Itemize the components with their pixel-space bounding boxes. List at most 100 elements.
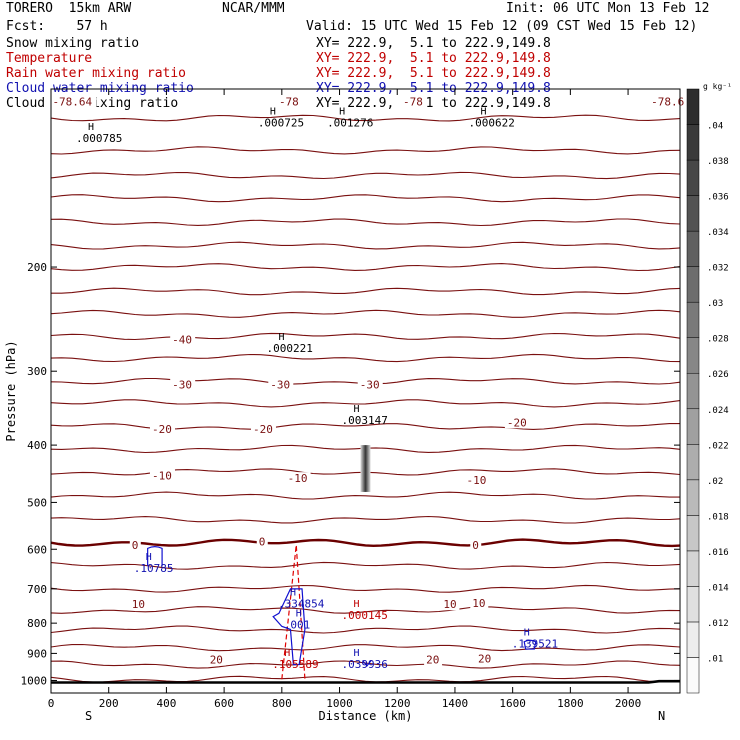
isotherm-line	[50, 194, 681, 203]
legend-rain-xy: XY= 222.9, 5.1 to 222.9,149.8	[316, 66, 551, 81]
cloud-water-contour	[523, 639, 537, 650]
x-tick-label: 800	[272, 697, 292, 710]
colorbar-tick-label: .028	[707, 335, 729, 345]
isotherm-line	[50, 218, 681, 227]
colorbar-tick-label: .01	[707, 654, 723, 664]
isotherm-label-bg	[149, 423, 175, 436]
isotherm-label-bg	[470, 538, 482, 551]
isotherm-label: -10	[466, 474, 486, 487]
colorbar-tick-label: .016	[707, 548, 729, 558]
y-tick-label: 900	[27, 647, 47, 660]
colorbar-tick-label: .014	[707, 583, 729, 593]
maximum-value: .000622	[468, 116, 514, 129]
maximum-value: .001	[284, 619, 311, 632]
org-label: NCAR/MMM	[222, 1, 285, 16]
isotherm-line	[50, 241, 681, 250]
colorbar-tick-label: .03	[707, 299, 723, 309]
forecast-hour: Fcst: 57 h	[6, 19, 108, 34]
y-tick-label: 500	[27, 496, 47, 509]
y-tick-label: 200	[27, 261, 47, 274]
y-tick-label: 700	[27, 583, 47, 596]
isotherm-line	[50, 377, 681, 385]
isotherm-line	[50, 660, 681, 669]
x-tick-label: 0	[48, 697, 55, 710]
isotherm-label-bg	[424, 653, 443, 666]
legend-temperature-xy: XY= 222.9, 5.1 to 222.9,149.8	[316, 51, 551, 66]
isotherm-label: -78.6	[651, 96, 684, 109]
legend-cloud-water-xy: XY= 222.9, 5.1 to 222.9,149.8	[316, 81, 551, 96]
left-endpoint-label: S	[85, 709, 92, 723]
isotherm-line	[50, 606, 681, 614]
isotherm-line	[50, 263, 681, 272]
isotherm-label-bg	[276, 95, 302, 108]
cloud-water-contour	[362, 660, 372, 667]
isotherm-line	[50, 561, 681, 570]
isotherm-line	[50, 643, 681, 652]
isotherm-label-bg	[441, 598, 460, 611]
maximum-marker: H	[88, 122, 94, 133]
isotherm-label-bg	[170, 378, 196, 391]
colorbar-segment	[686, 230, 700, 267]
x-tick-label: 1400	[442, 697, 469, 710]
isotherm-line	[50, 146, 681, 155]
colorbar-segment	[686, 372, 700, 410]
colorbar-tick-label: .012	[707, 619, 729, 629]
legend-snow-xy: XY= 222.9, 5.1 to 222.9,149.8	[316, 36, 551, 51]
isotherm-label-bg	[357, 378, 383, 391]
isotherm-label-bg	[470, 597, 489, 610]
x-tick-label: 400	[156, 697, 176, 710]
colorbar-tick-label: .04	[707, 122, 723, 132]
x-tick-label: 1000	[326, 697, 353, 710]
legend-cloud-water-label: Cloud water mixing ratio	[6, 81, 194, 96]
maximum-value: .000221	[266, 342, 312, 355]
isotherm-label: -30	[172, 379, 192, 392]
colorbar-segment	[686, 266, 700, 303]
colorbar-tick-label: .026	[707, 370, 729, 380]
isotherm-line	[50, 675, 681, 683]
isotherm-label: -30	[270, 379, 290, 392]
isotherm-line	[50, 491, 680, 500]
isotherm-label-bg	[129, 538, 141, 551]
colorbar-segment	[686, 550, 700, 587]
colorbar-tick-label: .032	[707, 264, 729, 274]
isotherm-label-bg	[129, 598, 148, 611]
cloud-water-contour	[147, 546, 163, 566]
isotherm-label: 0	[472, 539, 479, 552]
y-tick-label: 300	[27, 365, 47, 378]
isotherm-label: -40	[172, 333, 192, 346]
isotherm-label: -20	[507, 416, 527, 429]
y-axis-label: Pressure (hPa)	[4, 340, 18, 441]
isotherm-line	[50, 171, 681, 180]
valid-time: Valid: 15 UTC Wed 15 Feb 12 (09 CST Wed …	[306, 19, 698, 34]
isotherm-line	[50, 625, 681, 634]
colorbar-tick-label: .036	[707, 193, 729, 203]
colorbar-segment	[686, 195, 700, 232]
isotherm-label-bg	[149, 469, 175, 482]
isotherm-label-bg	[268, 378, 294, 391]
isotherm-line	[50, 444, 681, 454]
isotherm-line	[50, 114, 681, 122]
isotherm-line	[50, 309, 681, 318]
maximum-value: .000785	[76, 132, 122, 145]
isotherm-label: -20	[253, 423, 273, 436]
colorbar-tick-label: .038	[707, 157, 729, 167]
freezing-level-line	[50, 538, 681, 548]
y-tick-label: 800	[27, 617, 47, 630]
isotherm-label-bg	[476, 652, 495, 665]
isotherm-label-bg	[285, 472, 311, 485]
maximum-marker: H	[354, 599, 360, 610]
colorbar-segment	[686, 657, 700, 694]
x-axis-label: Distance (km)	[319, 709, 413, 723]
colorbar-units: g kg⁻¹	[703, 82, 732, 91]
colorbar-tick-label: .022	[707, 441, 729, 451]
maximum-marker: H	[296, 609, 302, 620]
colorbar-segment	[686, 301, 700, 338]
isotherm-label-bg	[504, 416, 530, 429]
isotherm-label: 20	[478, 652, 491, 665]
isotherm-label-bg	[464, 473, 490, 486]
maximum-value: .334854	[278, 597, 325, 610]
x-tick-label: 1800	[557, 697, 584, 710]
isotherm-label: 20	[210, 654, 223, 667]
isotherm-label: -10	[152, 469, 172, 482]
